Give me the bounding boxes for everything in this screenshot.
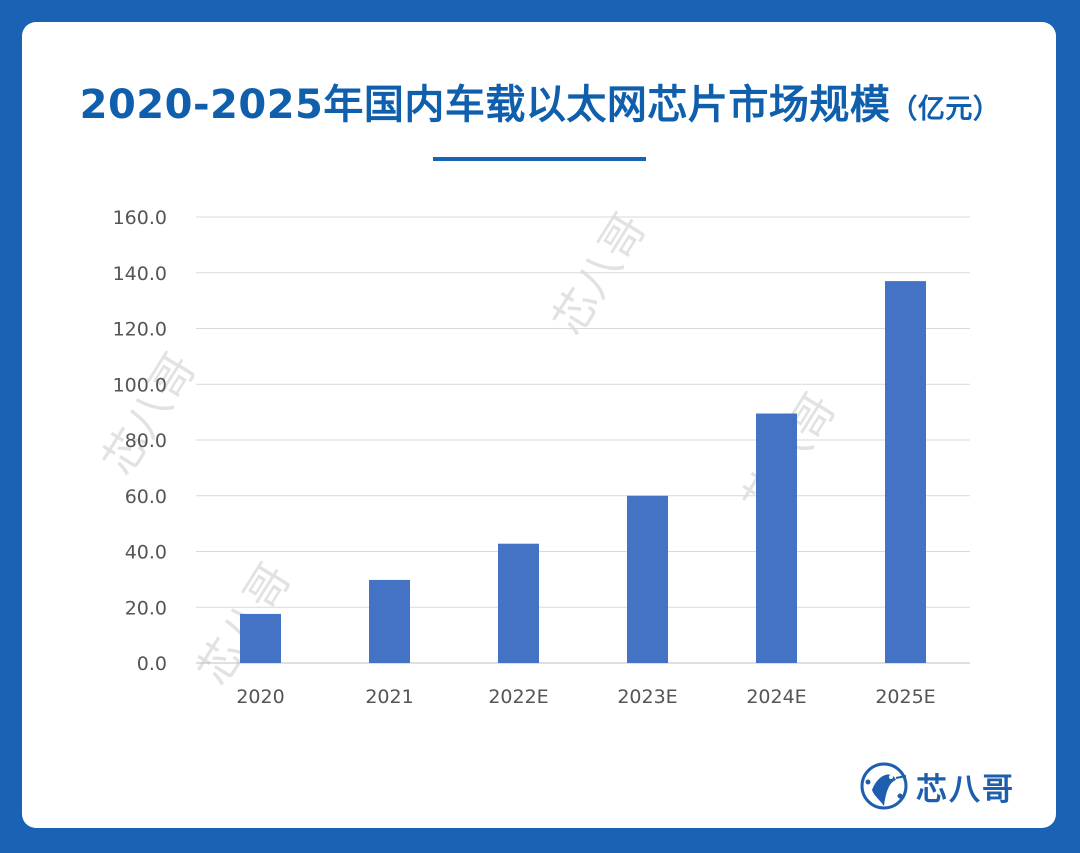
chart-card: [22, 22, 1056, 828]
y-tick-label: 120.0: [113, 319, 167, 341]
title-underline: [433, 157, 646, 161]
bar: [885, 281, 926, 663]
y-tick-label: 80.0: [125, 430, 167, 452]
y-tick-label: 20.0: [125, 597, 167, 619]
y-tick-label: 100.0: [113, 374, 167, 396]
x-tick-label: 2023E: [617, 686, 677, 708]
x-tick-label: 2024E: [746, 686, 806, 708]
y-tick-label: 0.0: [137, 653, 167, 675]
y-tick-label: 140.0: [113, 263, 167, 285]
kingfisher-logo-icon: [860, 762, 908, 810]
brand-logo: 芯八哥: [858, 756, 1015, 816]
y-tick-label: 60.0: [125, 486, 167, 508]
bar: [498, 543, 539, 663]
y-tick-label: 160.0: [113, 207, 167, 229]
x-tick-label: 2020: [236, 686, 284, 708]
brand-name: 芯八哥: [916, 771, 1015, 808]
bar: [627, 495, 668, 663]
bar: [756, 413, 797, 663]
bar: [240, 613, 281, 663]
x-tick-label: 2022E: [488, 686, 548, 708]
x-tick-label: 2021: [365, 686, 413, 708]
bar: [369, 579, 410, 663]
chart-title: 2020-2025年国内车载以太网芯片市场规模（亿元）: [0, 72, 1080, 130]
title-main: 2020-2025年国内车载以太网芯片市场规模: [79, 82, 891, 128]
title-unit: （亿元）: [890, 94, 1001, 125]
x-tick-label: 2025E: [875, 686, 935, 708]
y-tick-label: 40.0: [125, 542, 167, 564]
